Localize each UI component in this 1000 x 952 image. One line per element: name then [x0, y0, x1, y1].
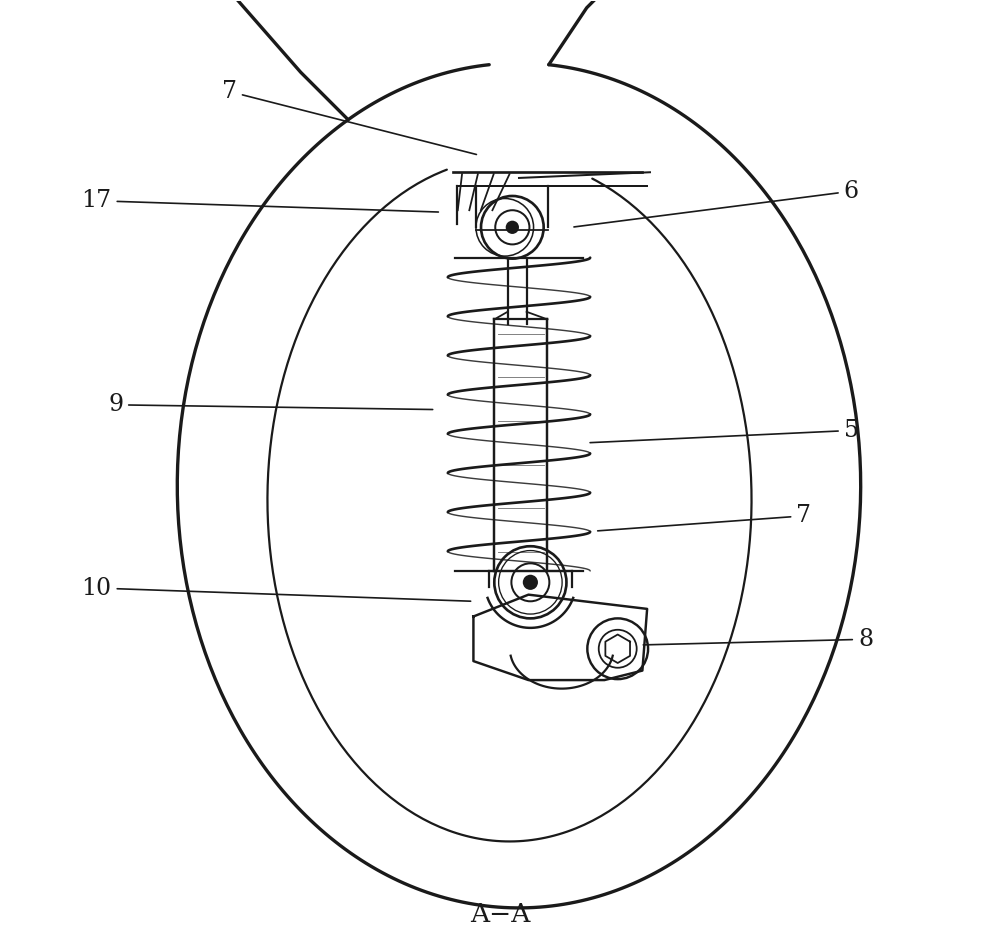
- Text: 10: 10: [82, 577, 471, 602]
- Text: 9: 9: [108, 393, 433, 416]
- Circle shape: [506, 221, 519, 234]
- Text: 7: 7: [222, 80, 476, 154]
- Circle shape: [523, 575, 538, 590]
- Text: 17: 17: [82, 189, 438, 212]
- Text: 5: 5: [590, 419, 859, 443]
- Text: 8: 8: [643, 627, 873, 651]
- Text: 6: 6: [574, 180, 859, 227]
- Text: A−A: A−A: [470, 902, 530, 927]
- Text: 7: 7: [598, 505, 811, 531]
